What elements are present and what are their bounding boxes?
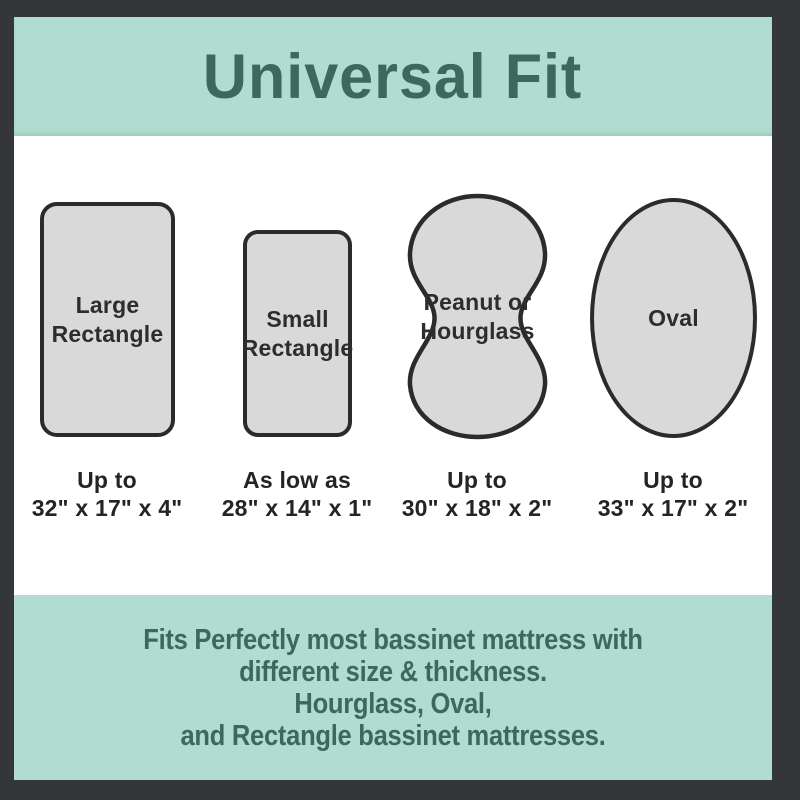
large-rectangle-label: Large Rectangle (51, 291, 164, 347)
large-rectangle-dimensions: 32" x 17" x 4" (31, 495, 183, 521)
infographic-canvas: Universal Fit Large Rectangle Small Rect… (14, 17, 772, 780)
peanut-hourglass-dimensions: 30" x 18" x 2" (401, 495, 553, 521)
peanut-hourglass-shape: Peanut or Hourglass (402, 193, 553, 440)
footer-line-2: different size & thickness. (239, 655, 547, 688)
oval-caption: Up to 33" x 17" x 2" (563, 466, 783, 522)
peanut-hourglass-caption: Up to 30" x 18" x 2" (367, 466, 587, 522)
small-rectangle-dimensions: 28" x 14" x 1" (221, 495, 373, 521)
oval-label: Oval (648, 304, 699, 331)
oval-shape: Oval (590, 198, 757, 438)
large-rectangle-caption: Up to 32" x 17" x 4" (0, 466, 217, 522)
small-rectangle-label: Small Rectangle (241, 305, 354, 361)
peanut-outline-graphic (407, 193, 548, 440)
shapes-area: Large Rectangle Small Rectangle Peanut o… (14, 136, 772, 595)
footer-text: Fits Perfectly most bassinet mattress wi… (59, 624, 726, 752)
peanut-hourglass-caption-prefix: Up to (447, 467, 507, 493)
footer-banner: Fits Perfectly most bassinet mattress wi… (14, 595, 772, 780)
oval-caption-prefix: Up to (643, 467, 703, 493)
peanut-hourglass-label: Peanut or Hourglass (420, 288, 535, 344)
footer-line-3: Hourglass, Oval, (294, 687, 492, 720)
large-rectangle-shape: Large Rectangle (40, 202, 175, 437)
page-title: Universal Fit (203, 41, 583, 112)
footer-line-4: and Rectangle bassinet mattresses. (180, 719, 606, 752)
small-rectangle-caption-prefix: As low as (243, 467, 351, 493)
oval-dimensions: 33" x 17" x 2" (597, 495, 749, 521)
small-rectangle-shape: Small Rectangle (241, 230, 354, 437)
large-rectangle-caption-prefix: Up to (77, 467, 137, 493)
peanut-label-container: Peanut or Hourglass (402, 193, 553, 440)
small-rectangle-caption: As low as 28" x 14" x 1" (187, 466, 407, 522)
header-banner: Universal Fit (14, 17, 772, 136)
footer-line-1: Fits Perfectly most bassinet mattress wi… (143, 623, 643, 656)
